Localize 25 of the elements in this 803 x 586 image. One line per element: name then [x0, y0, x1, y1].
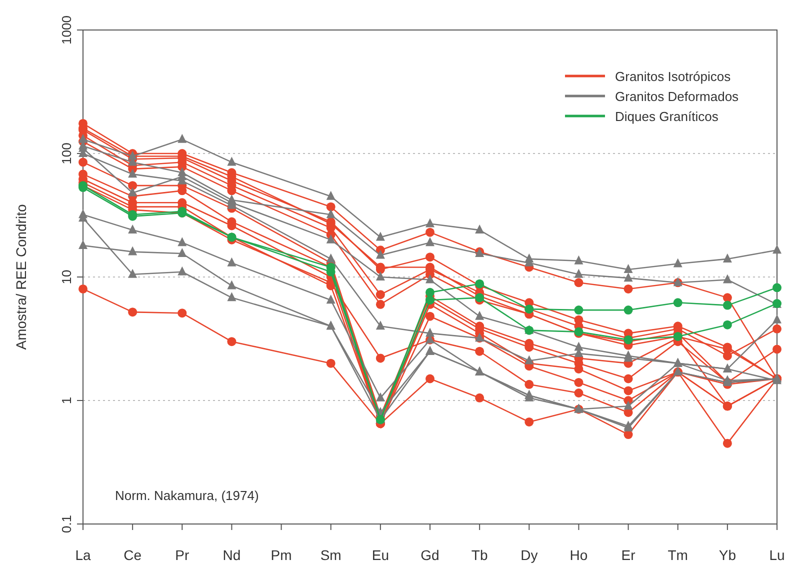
x-tick-label: Ce — [124, 547, 142, 563]
y-tick-label: 1 — [59, 396, 74, 404]
x-tick-label: Tb — [471, 547, 488, 563]
x-tick-label: Pm — [270, 547, 292, 563]
y-axis-title: Amostra/ REE Condrito — [13, 204, 29, 350]
x-tick-label: Nd — [222, 547, 241, 563]
x-tick-label: Lu — [769, 547, 785, 563]
y-tick-label: 100 — [59, 142, 74, 164]
x-tick-label: Sm — [320, 547, 342, 563]
x-tick-label: Yb — [718, 547, 736, 563]
y-tick-label: 0.1 — [59, 514, 74, 534]
y-tick-label: 10 — [59, 270, 74, 284]
y-tick-label: 1000 — [59, 16, 74, 44]
legend-label: Diques Graníticos — [615, 109, 719, 124]
x-tick-label: Tm — [668, 547, 688, 563]
x-tick-label: Er — [621, 547, 636, 563]
x-tick-label: Gd — [420, 547, 440, 563]
x-tick-label: Dy — [520, 547, 538, 563]
x-tick-label: Pr — [175, 547, 190, 563]
legend-label: Granitos Deformados — [615, 89, 740, 104]
legend-label: Granitos Isotrópicos — [615, 69, 732, 84]
annotation: Norm. Nakamura, (1974) — [115, 488, 259, 503]
x-tick-label: La — [75, 547, 91, 563]
x-tick-label: Ho — [570, 547, 588, 563]
x-tick-label: Eu — [372, 547, 389, 563]
